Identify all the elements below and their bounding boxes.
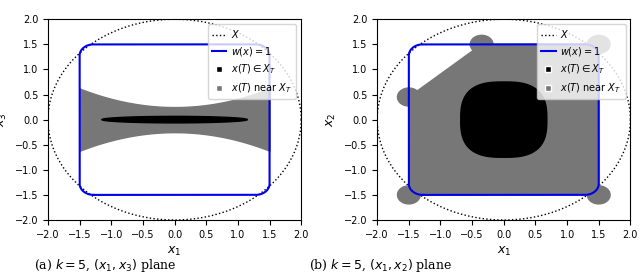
Text: (b) $k=5$, $(x_1, x_2)$ plane: (b) $k=5$, $(x_1, x_2)$ plane	[309, 257, 452, 274]
Legend: $X$, $w(x)=1$, $x(T)\in X_T$, $x(T)$ near $X_T$: $X$, $w(x)=1$, $x(T)\in X_T$, $x(T)$ nea…	[537, 24, 625, 99]
Polygon shape	[397, 35, 610, 204]
X-axis label: $x_1$: $x_1$	[168, 245, 182, 258]
X-axis label: $x_1$: $x_1$	[497, 245, 511, 258]
Y-axis label: $x_2$: $x_2$	[325, 112, 339, 127]
Text: (a) $k=5$, $(x_1, x_3)$ plane: (a) $k=5$, $(x_1, x_3)$ plane	[35, 257, 177, 274]
Legend: $X$, $w(x)=1$, $x(T)\in X_T$, $x(T)$ near $X_T$: $X$, $w(x)=1$, $x(T)\in X_T$, $x(T)$ nea…	[208, 24, 296, 99]
Polygon shape	[102, 116, 248, 123]
Y-axis label: $x_3$: $x_3$	[0, 112, 9, 127]
Polygon shape	[461, 82, 547, 157]
